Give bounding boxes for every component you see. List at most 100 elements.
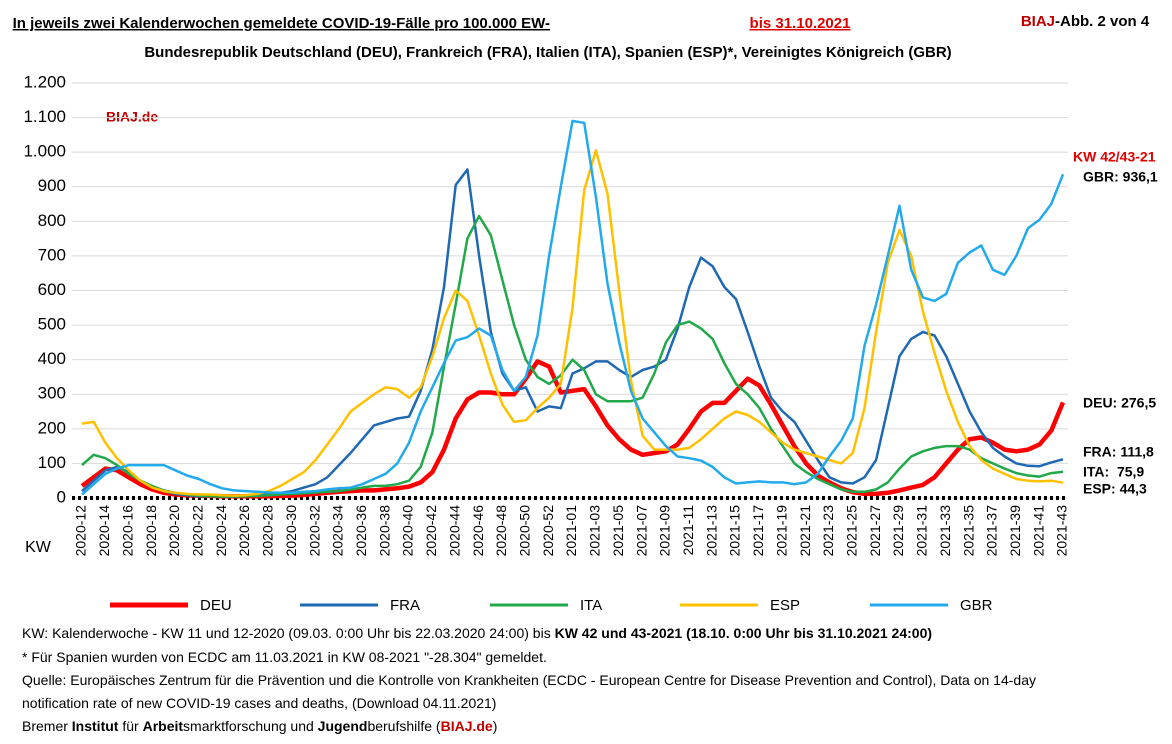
footer-text: * Für Spanien wurden von ECDC am 11.03.2… xyxy=(22,649,547,665)
x-tick-label: 2020-34 xyxy=(330,505,346,557)
x-tick-label: 2021-21 xyxy=(797,505,813,557)
footer-text: Bremer xyxy=(22,718,72,734)
x-tick-label: 2021-19 xyxy=(773,505,789,557)
footer-text: Arbeit xyxy=(142,718,184,734)
x-tick-label: 2020-26 xyxy=(236,505,252,557)
y-tick-label: 1.100 xyxy=(23,107,66,126)
figure-brand: BIAJ xyxy=(1021,13,1055,30)
footer-line: Bremer Institut für Arbeitsmarktforschun… xyxy=(22,718,497,734)
footer-text: smarktforschung und xyxy=(183,718,318,734)
x-tick-label: 2020-48 xyxy=(493,505,509,557)
legend-label: ITA xyxy=(580,597,602,614)
x-tick-label: 2020-38 xyxy=(376,505,392,557)
x-tick-label: 2021-35 xyxy=(960,505,976,557)
x-tick-label: 2020-42 xyxy=(423,505,439,557)
y-tick-label: 1.000 xyxy=(23,142,66,161)
x-tick-label: 2020-24 xyxy=(213,505,229,557)
series-line xyxy=(81,119,1065,496)
x-tick-label: 2021-29 xyxy=(890,505,906,557)
watermark: BIAJ.de xyxy=(106,109,158,125)
x-tick-label: 2021-17 xyxy=(750,505,766,557)
x-tick-label: 2021-05 xyxy=(610,505,626,557)
footer-text: notification rate of new COVID-19 cases … xyxy=(22,695,497,711)
footer-text: ) xyxy=(492,718,498,734)
annotation: ESP: 44,3 xyxy=(1083,481,1147,497)
footer-text: Institut xyxy=(71,718,119,734)
y-tick-label: 300 xyxy=(38,384,66,403)
footer-text: berufshilfe ( xyxy=(367,718,441,734)
x-tick-label: 2020-46 xyxy=(470,505,486,557)
x-tick-label: 2020-52 xyxy=(540,505,556,557)
lines xyxy=(80,119,1066,499)
footer-line: KW: Kalenderwoche - KW 11 und 12-2020 (0… xyxy=(22,625,932,641)
chart-title-date: bis 31.10.2021 xyxy=(750,15,851,32)
legend-label: ESP xyxy=(770,597,800,614)
x-axis-label: KW xyxy=(25,539,52,556)
series-line xyxy=(81,149,1064,497)
y-tick-label: 200 xyxy=(38,418,66,437)
x-tick-label: 2020-12 xyxy=(73,505,89,557)
x-tick-label: 2020-14 xyxy=(96,505,112,557)
x-tick-label: 2021-39 xyxy=(1007,505,1023,557)
footer-text: Quelle: Europäisches Zentrum für die Prä… xyxy=(22,672,1036,688)
x-tick-label: 2021-15 xyxy=(727,505,743,557)
y-tick-label: 900 xyxy=(38,176,66,195)
footer-text: Jugend xyxy=(317,718,368,734)
x-tick-label: 2021-25 xyxy=(843,505,859,557)
footer-text: für xyxy=(118,718,143,734)
x-tick-label: 2020-20 xyxy=(166,505,182,557)
x-tick-label: 2021-41 xyxy=(1030,505,1046,557)
footer-line: notification rate of new COVID-19 cases … xyxy=(22,695,496,711)
chart-subtitle: Bundesrepublik Deutschland (DEU), Frankr… xyxy=(144,44,951,61)
x-tick-label: 2021-27 xyxy=(867,505,883,557)
legend-label: FRA xyxy=(390,597,420,614)
x-tick-label: 2021-23 xyxy=(820,505,836,557)
x-tick-label: 2020-50 xyxy=(516,505,532,557)
x-tick-label: 2021-01 xyxy=(563,505,579,557)
y-tick-label: 400 xyxy=(38,349,66,368)
x-tick-label: 2020-30 xyxy=(283,505,299,557)
x-tick-label: 2021-31 xyxy=(914,505,930,557)
x-tick-label: 2020-44 xyxy=(446,505,462,557)
annotation: ITA: 75,9 xyxy=(1083,464,1144,480)
x-tick-label: 2021-43 xyxy=(1054,505,1070,557)
y-tick-label: 500 xyxy=(38,315,66,334)
legend-label: DEU xyxy=(200,597,232,614)
x-tick-label: 2021-37 xyxy=(984,505,1000,557)
y-tick-label: 600 xyxy=(38,280,66,299)
x-tick-label: 2021-33 xyxy=(937,505,953,557)
annotation: FRA: 111,8 xyxy=(1083,444,1154,460)
legend-label: GBR xyxy=(960,597,993,614)
x-tick-label: 2020-40 xyxy=(400,505,416,557)
footer-text: KW 42 und 43-2021 (18.10. 0:00 Uhr bis 3… xyxy=(554,625,933,641)
x-tick-label: 2020-36 xyxy=(353,505,369,557)
series-line xyxy=(81,168,1064,498)
x-tick-label: 2021-09 xyxy=(657,505,673,557)
x-tick-label: 2021-03 xyxy=(587,505,603,557)
annotation: GBR: 936,1 xyxy=(1083,169,1158,185)
chart-title: In jeweils zwei Kalenderwochen gemeldete… xyxy=(13,15,550,32)
x-tick-label: 2020-18 xyxy=(143,505,159,557)
footer-text: KW: Kalenderwoche - KW 11 und 12-2020 (0… xyxy=(22,625,555,641)
x-tick-label: 2021-13 xyxy=(703,505,719,557)
y-tick-label: 1.200 xyxy=(23,72,66,91)
y-tick-label: 0 xyxy=(57,487,66,506)
x-tick-label: 2020-16 xyxy=(119,505,135,557)
y-tick-label: 800 xyxy=(38,211,66,230)
annotation: DEU: 276,5 xyxy=(1083,395,1156,411)
footer-line: * Für Spanien wurden von ECDC am 11.03.2… xyxy=(22,649,547,665)
series-line xyxy=(81,214,1064,498)
x-tick-label: 2020-32 xyxy=(306,505,322,557)
y-tick-label: 100 xyxy=(38,453,66,472)
footer-text: BIAJ.de xyxy=(440,718,493,734)
x-tick-label: 2021-11 xyxy=(680,505,696,556)
footer-line: Quelle: Europäisches Zentrum für die Prä… xyxy=(22,672,1036,688)
x-tick-label: 2020-22 xyxy=(189,505,205,557)
figure-label: -Abb. 2 von 4 xyxy=(1055,13,1150,30)
annotation: KW 42/43-21 xyxy=(1073,149,1156,165)
x-tick-label: 2020-28 xyxy=(260,505,276,557)
x-tick-label: 2021-07 xyxy=(633,505,649,557)
y-tick-label: 700 xyxy=(38,245,66,264)
